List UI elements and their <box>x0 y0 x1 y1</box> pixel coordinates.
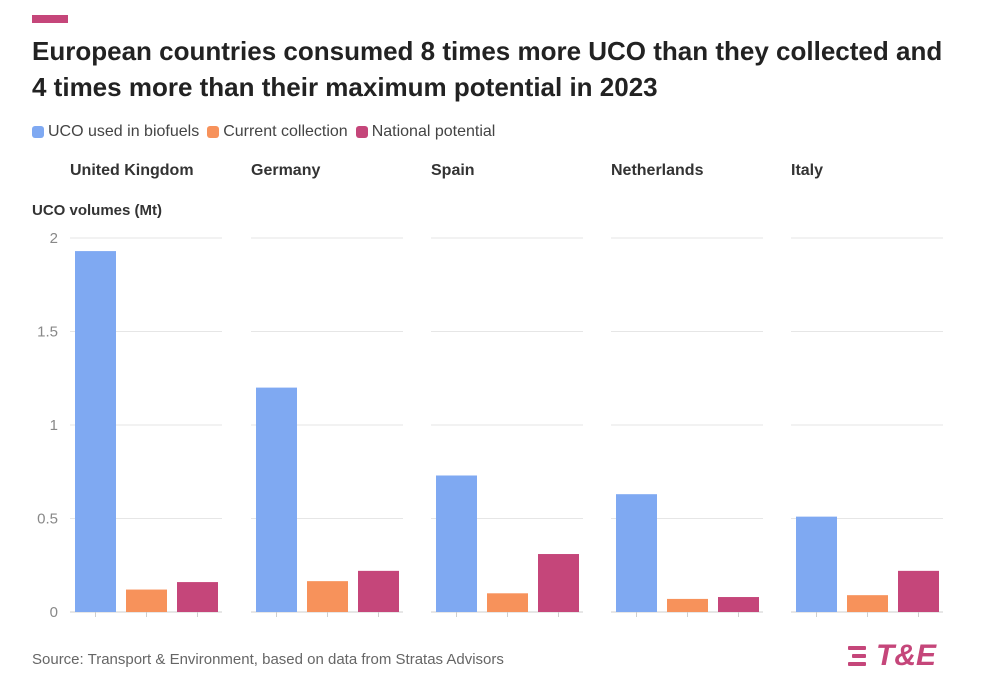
bar-germany-current-collection <box>307 581 348 612</box>
bar-spain-current-collection <box>487 593 528 612</box>
accent-bar <box>32 15 68 23</box>
facet-label-germany: Germany <box>251 162 321 179</box>
facet-label-spain: Spain <box>431 162 475 179</box>
logo-stripes-icon <box>848 646 866 666</box>
legend-item-national-potential: National potential <box>355 123 496 141</box>
bar-germany-national-potential <box>358 570 399 612</box>
legend-swatch-uco-used <box>32 126 44 138</box>
legend-item-current-collection: Current collection <box>207 123 348 141</box>
y-tick-label-0: 0 <box>50 604 58 621</box>
bar-netherlands-national-potential <box>718 597 759 612</box>
source-note: Source: Transport & Environment, based o… <box>32 651 504 668</box>
bar-italy-uco-used-in-biofuels <box>796 516 837 612</box>
bar-spain-uco-used-in-biofuels <box>436 475 477 612</box>
bar-italy-national-potential <box>898 570 939 612</box>
legend-label-uco-used: UCO used in biofuels <box>48 123 200 140</box>
facet-label-italy: Italy <box>791 162 824 179</box>
y-tick-label-1: 0.5 <box>37 511 58 528</box>
facet-label-netherlands: Netherlands <box>611 162 704 179</box>
y-axis-label: UCO volumes (Mt) <box>32 202 163 219</box>
legend-label-current-collection: Current collection <box>223 123 348 140</box>
bar-united-kingdom-uco-used-in-biofuels <box>75 251 116 612</box>
y-tick-label-2: 1 <box>50 417 58 434</box>
logo-text: T&E <box>876 639 936 672</box>
legend-swatch-national-potential <box>355 126 368 138</box>
legend: UCO used in biofuels Current collection … <box>32 122 503 142</box>
te-logo: T&E <box>846 636 950 676</box>
legend-swatch-current-collection <box>207 126 220 138</box>
facet-label-united-kingdom: United Kingdom <box>70 162 194 179</box>
bar-united-kingdom-current-collection <box>126 589 167 612</box>
legend-label-national-potential: National potential <box>371 123 496 140</box>
bar-netherlands-current-collection <box>667 598 708 612</box>
legend-item-uco-used: UCO used in biofuels <box>32 123 199 141</box>
bar-spain-national-potential <box>538 554 579 612</box>
bar-italy-current-collection <box>847 595 888 612</box>
y-tick-label-4: 2 <box>50 230 58 247</box>
bar-united-kingdom-national-potential <box>177 582 218 612</box>
chart-title: European countries consumed 8 times more… <box>32 36 943 102</box>
bar-netherlands-uco-used-in-biofuels <box>616 494 657 612</box>
y-tick-label-3: 1.5 <box>37 324 58 341</box>
bar-germany-uco-used-in-biofuels <box>256 387 297 612</box>
